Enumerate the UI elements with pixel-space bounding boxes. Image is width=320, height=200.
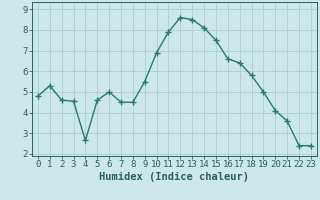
X-axis label: Humidex (Indice chaleur): Humidex (Indice chaleur) (100, 172, 249, 182)
